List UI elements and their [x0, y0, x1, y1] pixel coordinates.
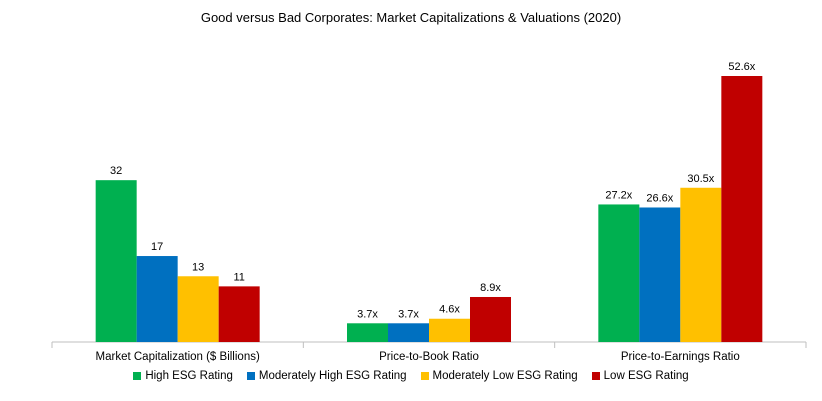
- legend-swatch: [246, 372, 255, 380]
- data-label: 32: [110, 165, 122, 177]
- legend-item: High ESG Rating: [133, 370, 233, 382]
- bar-moderately-high-esg-rating-1: [388, 323, 429, 342]
- legend-label: High ESG Rating: [145, 370, 233, 382]
- chart-title: Good versus Bad Corporates: Market Capit…: [200, 10, 622, 25]
- data-label: 17: [151, 241, 163, 253]
- bar-high-esg-rating-2: [598, 204, 640, 342]
- legend-label: Moderately High ESG Rating: [258, 370, 407, 382]
- bar-moderately-low-esg-rating-0: [177, 276, 219, 342]
- legend-label: Moderately Low ESG Rating: [432, 370, 578, 382]
- legend-swatch: [133, 372, 142, 380]
- bar-high-esg-rating-1: [347, 323, 388, 342]
- data-label: 8.9x: [480, 282, 501, 294]
- data-label: 4.6x: [439, 304, 460, 316]
- data-label: 3.7x: [398, 308, 419, 320]
- legend-item: Moderately Low ESG Rating: [420, 370, 578, 382]
- legend-swatch: [591, 372, 600, 380]
- data-label: 26.6x: [646, 192, 673, 204]
- bar-moderately-low-esg-rating-2: [680, 187, 722, 342]
- data-label: 52.6x: [728, 61, 755, 73]
- category-label: Price-to-Earnings Ratio: [621, 351, 740, 363]
- bar-low-esg-rating-0: [218, 286, 260, 342]
- category-label: Price-to-Book Ratio: [379, 351, 479, 363]
- legend: High ESG Rating Moderately High ESG Ratin…: [0, 370, 822, 382]
- data-label: 27.2x: [605, 189, 632, 201]
- data-label: 13: [192, 261, 204, 273]
- data-label: 30.5x: [687, 173, 714, 185]
- bar-high-esg-rating-0: [95, 180, 137, 342]
- bar-low-esg-rating-1: [470, 296, 511, 342]
- bar-moderately-high-esg-rating-2: [639, 207, 681, 342]
- data-label: 11: [233, 271, 244, 283]
- data-label: 3.7x: [357, 308, 378, 320]
- legend-item: Low ESG Rating: [591, 370, 689, 382]
- bar-low-esg-rating-2: [721, 76, 763, 342]
- legend-item: Moderately High ESG Rating: [246, 370, 407, 382]
- legend-label: Low ESG Rating: [603, 370, 689, 382]
- category-label: Market Capitalization ($ Billions): [96, 351, 260, 363]
- legend-swatch: [420, 372, 429, 380]
- bar-moderately-high-esg-rating-0: [136, 256, 178, 342]
- bar-moderately-low-esg-rating-1: [429, 318, 470, 342]
